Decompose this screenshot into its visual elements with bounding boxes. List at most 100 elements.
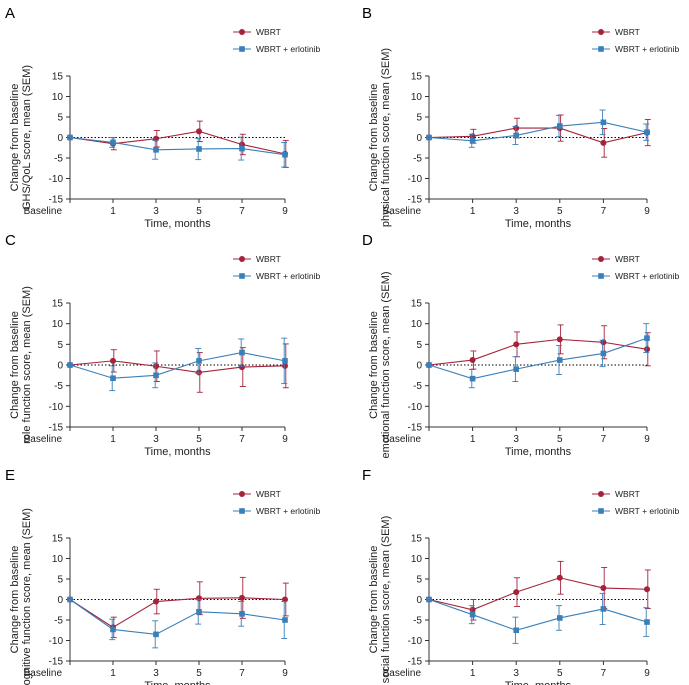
series-wbrt-erlotinib bbox=[426, 592, 650, 644]
data-point-wbrt-erlotinib bbox=[282, 358, 288, 364]
y-tick-label: -15 bbox=[49, 195, 64, 206]
y-axis-title-line2: role function score, mean (SEM) bbox=[21, 286, 33, 444]
series-line bbox=[428, 577, 648, 611]
data-point-wbrt bbox=[469, 606, 476, 613]
data-point-wbrt-erlotinib bbox=[110, 375, 116, 382]
series-line bbox=[428, 121, 648, 142]
y-tick-label: 0 bbox=[416, 133, 422, 144]
data-point-wbrt-erlotinib bbox=[282, 151, 288, 158]
panel-letter: D bbox=[362, 232, 373, 249]
y-tick-label: 10 bbox=[411, 319, 423, 330]
y-tick-label: 10 bbox=[411, 554, 423, 565]
y-tick-label: -5 bbox=[413, 154, 422, 165]
data-point-wbrt-erlotinib bbox=[196, 146, 202, 152]
data-point-wbrt bbox=[282, 362, 288, 369]
legend: WBRT WBRT + erlotinib bbox=[592, 254, 679, 281]
x-tick-label: 1 bbox=[110, 206, 116, 217]
series-wbrt-erlotinib bbox=[426, 109, 650, 148]
y-tick-label: 10 bbox=[52, 554, 64, 565]
y-tick-label: 0 bbox=[416, 595, 422, 606]
y-tick-label: -10 bbox=[49, 402, 64, 413]
legend: WBRT WBRT + erlotinib bbox=[592, 489, 679, 516]
legend-marker bbox=[598, 256, 604, 262]
data-point-wbrt-erlotinib bbox=[469, 375, 476, 382]
y-tick-label: 0 bbox=[57, 595, 63, 606]
legend-marker bbox=[239, 46, 245, 52]
legend-marker bbox=[598, 508, 604, 514]
legend: WBRT WBRT + erlotinib bbox=[592, 27, 679, 54]
legend-label: WBRT bbox=[256, 27, 281, 37]
legend-marker bbox=[598, 29, 604, 35]
x-axis-title: Time, months bbox=[144, 218, 211, 230]
data-point-wbrt-erlotinib bbox=[239, 349, 245, 356]
x-tick-label: 1 bbox=[470, 668, 476, 679]
y-axis-title-line1: Change from baseline bbox=[9, 84, 21, 192]
y-tick-label: 0 bbox=[57, 133, 63, 144]
series-line bbox=[428, 598, 648, 631]
data-point-wbrt bbox=[196, 128, 202, 135]
panel-letter: E bbox=[5, 467, 15, 484]
data-point-wbrt-erlotinib bbox=[513, 627, 519, 634]
series-wbrt bbox=[426, 114, 651, 158]
x-axis-title: Time, months bbox=[144, 446, 211, 458]
data-point-wbrt-erlotinib bbox=[67, 134, 73, 141]
data-point-wbrt-erlotinib bbox=[557, 615, 563, 621]
data-point-wbrt-erlotinib bbox=[513, 366, 519, 372]
data-point-wbrt-erlotinib bbox=[153, 372, 159, 379]
data-point-wbrt bbox=[644, 346, 650, 353]
data-point-wbrt-erlotinib bbox=[557, 123, 563, 129]
series-line bbox=[69, 136, 286, 156]
x-tick-label: Baseline bbox=[383, 668, 422, 679]
series-line bbox=[428, 337, 648, 380]
data-point-wbrt bbox=[153, 363, 159, 370]
y-tick-label: -10 bbox=[408, 636, 423, 647]
y-tick-label: -10 bbox=[49, 174, 64, 185]
x-axis-title: Time, months bbox=[505, 218, 572, 230]
y-axis-title-line1: Change from baseline bbox=[368, 311, 380, 419]
series-line bbox=[69, 352, 286, 379]
y-axis-title-line2: social function score, mean (SEM) bbox=[380, 516, 392, 684]
y-tick-label: -10 bbox=[408, 174, 423, 185]
series-line bbox=[69, 130, 286, 155]
x-tick-label: 5 bbox=[557, 206, 563, 217]
data-point-wbrt bbox=[600, 139, 607, 146]
series-line bbox=[428, 127, 648, 144]
series-wbrt bbox=[426, 324, 651, 370]
x-tick-label: Baseline bbox=[383, 434, 422, 445]
y-tick-label: 15 bbox=[52, 534, 64, 545]
legend-label: WBRT bbox=[615, 489, 640, 499]
legend-marker bbox=[239, 273, 245, 279]
y-tick-label: 15 bbox=[52, 72, 64, 83]
data-point-wbrt bbox=[556, 574, 563, 581]
y-tick-label: -5 bbox=[413, 381, 422, 392]
data-point-wbrt-erlotinib bbox=[239, 611, 245, 617]
data-point-wbrt-erlotinib bbox=[196, 609, 202, 615]
x-tick-label: 3 bbox=[513, 206, 519, 217]
x-tick-label: 1 bbox=[110, 434, 116, 445]
x-tick-label: 5 bbox=[196, 668, 202, 679]
x-tick-label: 1 bbox=[470, 206, 476, 217]
legend-label: WBRT + erlotinib bbox=[256, 506, 320, 516]
data-point-wbrt-erlotinib bbox=[513, 132, 519, 139]
x-tick-label: Baseline bbox=[24, 206, 63, 217]
data-point-wbrt-erlotinib bbox=[644, 335, 650, 341]
data-point-wbrt bbox=[513, 589, 520, 596]
data-point-wbrt bbox=[196, 595, 202, 602]
x-axis-title: Time, months bbox=[505, 446, 572, 458]
panel-letter: A bbox=[5, 5, 15, 22]
y-tick-label: 10 bbox=[52, 319, 64, 330]
y-tick-label: 15 bbox=[52, 299, 64, 310]
y-tick-label: 0 bbox=[57, 361, 63, 372]
x-tick-label: 7 bbox=[239, 434, 245, 445]
x-tick-label: Baseline bbox=[383, 206, 422, 217]
data-point-wbrt bbox=[282, 596, 288, 603]
x-tick-label: 9 bbox=[282, 206, 288, 217]
x-tick-label: 9 bbox=[282, 668, 288, 679]
